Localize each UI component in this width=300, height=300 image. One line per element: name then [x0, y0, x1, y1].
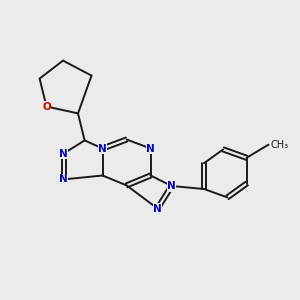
Text: CH₃: CH₃ — [271, 140, 289, 150]
Text: N: N — [59, 174, 68, 184]
Text: N: N — [167, 181, 176, 191]
Text: N: N — [153, 203, 162, 214]
Text: O: O — [42, 101, 51, 112]
Text: N: N — [98, 143, 107, 154]
Text: N: N — [59, 148, 68, 159]
Text: N: N — [146, 143, 155, 154]
